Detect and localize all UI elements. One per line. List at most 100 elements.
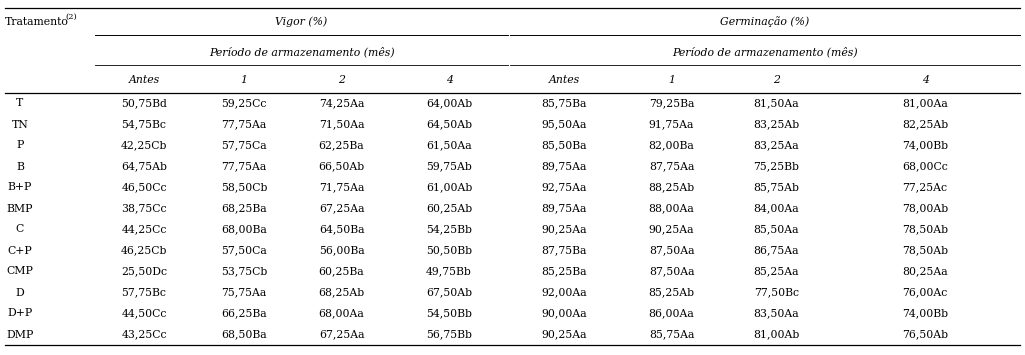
Text: 77,75Aa: 77,75Aa [221, 120, 266, 130]
Text: 38,75Cc: 38,75Cc [121, 203, 167, 213]
Text: 90,25Aa: 90,25Aa [649, 224, 694, 235]
Text: 92,75Aa: 92,75Aa [541, 182, 586, 192]
Text: 77,50Bc: 77,50Bc [754, 288, 800, 297]
Text: 74,25Aa: 74,25Aa [319, 98, 364, 109]
Text: Antes: Antes [548, 75, 579, 85]
Text: 84,00Aa: 84,00Aa [753, 203, 800, 213]
Text: 85,25Aa: 85,25Aa [753, 267, 800, 277]
Text: 61,50Aa: 61,50Aa [426, 141, 472, 151]
Text: 25,50Dc: 25,50Dc [121, 267, 167, 277]
Text: 90,00Aa: 90,00Aa [541, 308, 586, 318]
Text: 78,00Ab: 78,00Ab [902, 203, 948, 213]
Text: C+P: C+P [7, 246, 33, 256]
Text: 2: 2 [338, 75, 345, 85]
Text: 68,00Cc: 68,00Cc [902, 162, 948, 171]
Text: 92,00Aa: 92,00Aa [541, 288, 586, 297]
Text: 4: 4 [446, 75, 452, 85]
Text: 87,75Aa: 87,75Aa [649, 162, 694, 171]
Text: 78,50Ab: 78,50Ab [902, 246, 948, 256]
Text: 85,25Ba: 85,25Ba [541, 267, 586, 277]
Text: 85,75Ab: 85,75Ab [753, 182, 800, 192]
Text: 75,25Bb: 75,25Bb [753, 162, 800, 171]
Text: 54,50Bb: 54,50Bb [426, 308, 472, 318]
Text: 85,75Ba: 85,75Ba [541, 98, 586, 109]
Text: 83,25Aa: 83,25Aa [753, 141, 800, 151]
Text: 82,00Ba: 82,00Ba [649, 141, 694, 151]
Text: 68,25Ab: 68,25Ab [319, 288, 365, 297]
Text: 44,50Cc: 44,50Cc [121, 308, 167, 318]
Text: 88,00Aa: 88,00Aa [649, 203, 694, 213]
Text: (2): (2) [65, 13, 77, 21]
Text: 77,75Aa: 77,75Aa [221, 162, 266, 171]
Text: 86,00Aa: 86,00Aa [649, 308, 694, 318]
Text: Tratamento: Tratamento [5, 17, 69, 27]
Text: Vigor (%): Vigor (%) [276, 17, 328, 27]
Text: 74,00Bb: 74,00Bb [902, 141, 948, 151]
Text: 64,75Ab: 64,75Ab [121, 162, 167, 171]
Text: 68,25Ba: 68,25Ba [221, 203, 266, 213]
Text: 2: 2 [773, 75, 780, 85]
Text: 54,75Bc: 54,75Bc [122, 120, 166, 130]
Text: 56,00Ba: 56,00Ba [319, 246, 364, 256]
Text: 78,50Ab: 78,50Ab [902, 224, 948, 235]
Text: 90,25Aa: 90,25Aa [541, 224, 586, 235]
Text: 1: 1 [668, 75, 674, 85]
Text: 53,75Cb: 53,75Cb [220, 267, 268, 277]
Text: 81,00Aa: 81,00Aa [902, 98, 948, 109]
Text: 89,75Aa: 89,75Aa [541, 203, 586, 213]
Text: 61,00Ab: 61,00Ab [425, 182, 473, 192]
Text: DMP: DMP [6, 329, 34, 339]
Text: 88,25Ab: 88,25Ab [649, 182, 695, 192]
Text: 81,50Aa: 81,50Aa [753, 98, 800, 109]
Text: 64,00Ab: 64,00Ab [425, 98, 473, 109]
Text: 4: 4 [921, 75, 929, 85]
Text: Antes: Antes [128, 75, 160, 85]
Text: 59,25Cc: 59,25Cc [221, 98, 266, 109]
Text: 95,50Aa: 95,50Aa [541, 120, 586, 130]
Text: 60,25Ba: 60,25Ba [319, 267, 364, 277]
Text: 75,75Aa: 75,75Aa [221, 288, 266, 297]
Text: 56,75Bb: 56,75Bb [426, 329, 472, 339]
Text: 67,25Aa: 67,25Aa [319, 203, 364, 213]
Text: 85,75Aa: 85,75Aa [649, 329, 694, 339]
Text: Período de armazenamento (mês): Período de armazenamento (mês) [209, 47, 395, 58]
Text: 74,00Bb: 74,00Bb [902, 308, 948, 318]
Text: 50,50Bb: 50,50Bb [426, 246, 473, 256]
Text: 87,75Ba: 87,75Ba [541, 246, 586, 256]
Text: 66,50Ab: 66,50Ab [319, 162, 365, 171]
Text: 60,25Ab: 60,25Ab [425, 203, 473, 213]
Text: Germinação (%): Germinação (%) [721, 17, 810, 27]
Text: TN: TN [11, 120, 29, 130]
Text: 71,50Aa: 71,50Aa [319, 120, 364, 130]
Text: CMP: CMP [6, 267, 34, 277]
Text: 66,25Ba: 66,25Ba [221, 308, 266, 318]
Text: 46,50Cc: 46,50Cc [121, 182, 167, 192]
Text: 90,25Aa: 90,25Aa [541, 329, 586, 339]
Text: 54,25Bb: 54,25Bb [426, 224, 472, 235]
Text: T: T [16, 98, 24, 109]
Text: 58,50Cb: 58,50Cb [220, 182, 268, 192]
Text: 91,75Aa: 91,75Aa [649, 120, 694, 130]
Text: 76,50Ab: 76,50Ab [902, 329, 948, 339]
Text: P: P [16, 141, 24, 151]
Text: 77,25Ac: 77,25Ac [902, 182, 947, 192]
Text: 85,50Aa: 85,50Aa [753, 224, 800, 235]
Text: C: C [15, 224, 25, 235]
Text: 71,75Aa: 71,75Aa [319, 182, 364, 192]
Text: 57,50Ca: 57,50Ca [221, 246, 266, 256]
Text: 83,25Ab: 83,25Ab [753, 120, 800, 130]
Text: 68,00Ba: 68,00Ba [221, 224, 266, 235]
Text: 42,25Cb: 42,25Cb [121, 141, 167, 151]
Text: 89,75Aa: 89,75Aa [541, 162, 586, 171]
Text: Período de armazenamento (mês): Período de armazenamento (mês) [672, 47, 858, 58]
Text: 62,25Ba: 62,25Ba [319, 141, 364, 151]
Text: 44,25Cc: 44,25Cc [121, 224, 167, 235]
Text: 68,00Aa: 68,00Aa [319, 308, 364, 318]
Text: 43,25Cc: 43,25Cc [121, 329, 167, 339]
Text: 87,50Aa: 87,50Aa [649, 267, 694, 277]
Text: 81,00Ab: 81,00Ab [753, 329, 800, 339]
Text: 64,50Ba: 64,50Ba [319, 224, 364, 235]
Text: D: D [15, 288, 25, 297]
Text: 87,50Aa: 87,50Aa [649, 246, 694, 256]
Text: 80,25Aa: 80,25Aa [902, 267, 948, 277]
